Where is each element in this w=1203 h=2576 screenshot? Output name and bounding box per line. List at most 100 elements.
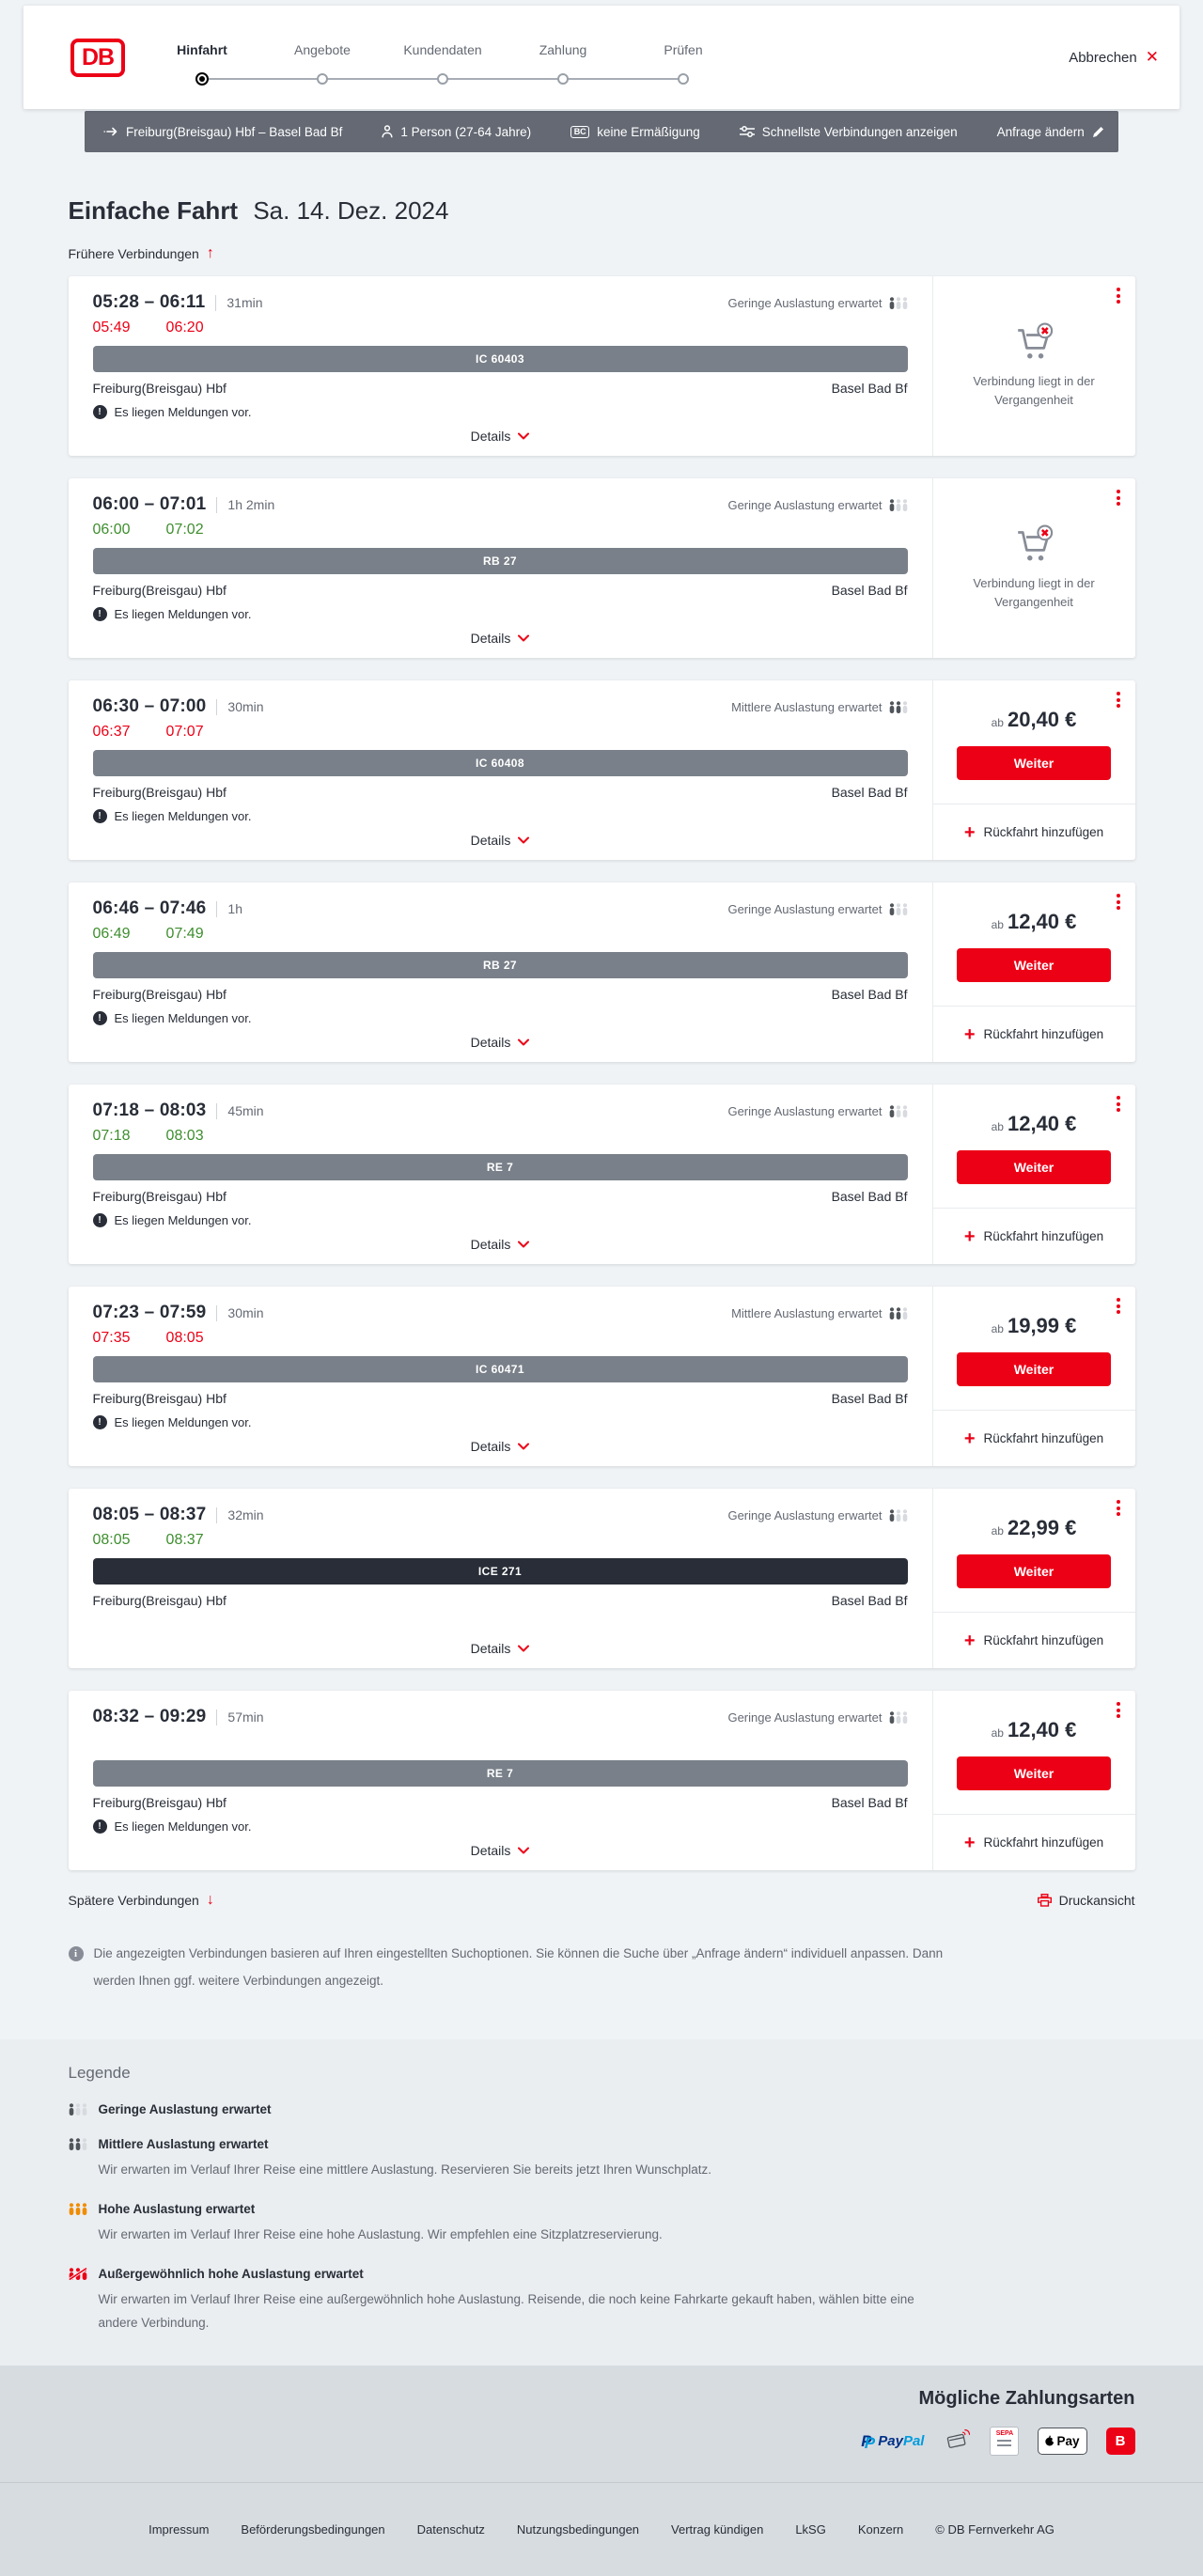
connection-time: 08:32 – 09:29 (92, 1707, 207, 1726)
step-angebote[interactable]: Angebote (262, 30, 383, 86)
continue-button[interactable]: Weiter (957, 1352, 1111, 1386)
details-toggle[interactable]: Details (93, 1834, 908, 1863)
page-footer: Impressum Beförderungsbedingungen Datens… (0, 2481, 1203, 2576)
credit-card-icon (947, 2429, 971, 2449)
departure-station: Freiburg(Breisgau) Hbf (92, 381, 227, 396)
departure-station: Freiburg(Breisgau) Hbf (92, 1795, 227, 1810)
occupancy-indicator: Geringe Auslastung erwartet (727, 1710, 907, 1725)
occupancy-medium-icon (889, 1306, 907, 1319)
kebab-menu-button[interactable] (1114, 288, 1123, 304)
step-zahlung[interactable]: Zahlung (503, 30, 623, 86)
price: ab 12,40 € (991, 1718, 1077, 1741)
payment-title: Mögliche Zahlungsarten (918, 2387, 1135, 2409)
arrival-station: Basel Bad Bf (831, 987, 908, 1002)
message-hint: Es liegen Meldungen vor. (92, 1413, 908, 1430)
sliders-icon (739, 126, 755, 137)
step-kundendaten[interactable]: Kundendaten (383, 30, 503, 86)
connection-time: 07:23 – 07:59 (92, 1303, 207, 1322)
add-return-button[interactable]: Rückfahrt hinzufügen (932, 1410, 1135, 1466)
cancel-button[interactable]: Abbrechen (1069, 48, 1159, 67)
details-toggle[interactable]: Details (93, 1430, 908, 1459)
divider (216, 900, 218, 917)
fastest-connections-toggle[interactable]: Schnellste Verbindungen anzeigen (739, 125, 958, 139)
continue-button[interactable]: Weiter (957, 1756, 1111, 1790)
occupancy-indicator: Mittlere Auslastung erwartet (731, 1306, 907, 1320)
divider (216, 496, 218, 513)
add-return-button[interactable]: Rückfahrt hinzufügen (932, 1208, 1135, 1264)
details-toggle[interactable]: Details (93, 420, 908, 448)
connection-card: 06:00 – 07:01 1h 2min Geringe Auslastung… (68, 478, 1135, 658)
footer-link-lksg[interactable]: LkSG (795, 2521, 826, 2537)
details-toggle[interactable]: Details (93, 1026, 908, 1054)
connection-time: 08:05 – 08:37 (92, 1505, 207, 1524)
pencil-icon (1092, 127, 1103, 137)
chevron-down-icon (518, 1847, 530, 1854)
footer-link-vertrag-kuendigen[interactable]: Vertrag kündigen (671, 2521, 764, 2537)
print-view-button[interactable]: Druckansicht (1037, 1893, 1135, 1908)
add-return-button[interactable]: Rückfahrt hinzufügen (932, 1612, 1135, 1668)
earlier-connections-link[interactable]: Frühere Verbindungen (69, 246, 214, 261)
train-label-bar: IC 60408 (92, 750, 908, 776)
train-label-bar: RE 7 (92, 1154, 908, 1180)
occupancy-low-icon (889, 498, 907, 511)
divider (216, 1304, 218, 1321)
footer-link-befoerderungsbedingungen[interactable]: Beförderungsbedingungen (241, 2521, 385, 2537)
step-hinfahrt[interactable]: Hinfahrt (142, 30, 262, 86)
details-toggle[interactable]: Details (93, 622, 908, 650)
warning-icon (92, 606, 107, 621)
details-toggle[interactable]: Details (93, 1228, 908, 1257)
list-footer-row: Spätere Verbindungen Druckansicht (69, 1893, 1135, 1908)
footer-link-impressum[interactable]: Impressum (148, 2521, 210, 2537)
continue-button[interactable]: Weiter (957, 948, 1111, 982)
kebab-menu-button[interactable] (1114, 692, 1123, 708)
occupancy-low-icon (889, 1710, 907, 1724)
checkout-stepper: Hinfahrt Angebote Kundendaten Zahlung Pr… (142, 30, 743, 86)
warning-icon (92, 808, 107, 823)
price: ab 12,40 € (991, 1112, 1077, 1135)
plus-icon (964, 1834, 976, 1852)
legend-section: Legende Geringe Auslastung erwartet Mitt… (0, 2039, 1203, 2365)
arrow-up-icon (207, 246, 214, 261)
kebab-menu-button[interactable] (1114, 1500, 1123, 1516)
footer-link-datenschutz[interactable]: Datenschutz (416, 2521, 485, 2537)
add-return-button[interactable]: Rückfahrt hinzufügen (932, 1006, 1135, 1062)
add-return-button[interactable]: Rückfahrt hinzufügen (932, 1814, 1135, 1870)
kebab-menu-button[interactable] (1114, 490, 1123, 506)
arrival-station: Basel Bad Bf (831, 1795, 908, 1810)
details-toggle[interactable]: Details (93, 824, 908, 852)
add-return-button[interactable]: Rückfahrt hinzufügen (932, 804, 1135, 860)
occupancy-medium-icon (69, 2138, 86, 2150)
offer-panel: ab 22,99 € Weiter (933, 1489, 1135, 1612)
connection-time: 06:46 – 07:46 (92, 898, 207, 918)
step-pruefen[interactable]: Prüfen (623, 30, 743, 86)
footer-link-konzern[interactable]: Konzern (857, 2521, 904, 2537)
edit-search-button[interactable]: Anfrage ändern (997, 125, 1105, 139)
travel-date: Sa. 14. Dez. 2024 (253, 196, 449, 225)
kebab-menu-button[interactable] (1114, 1096, 1123, 1112)
offer-panel: ab 12,40 € Weiter (933, 1691, 1135, 1814)
price: ab 12,40 € (991, 910, 1077, 933)
continue-button[interactable]: Weiter (957, 1150, 1111, 1184)
kebab-menu-button[interactable] (1114, 1702, 1123, 1718)
realtime-times: 06:00 07:02 (92, 522, 204, 538)
connection-card: 06:46 – 07:46 1h Geringe Auslastung erwa… (68, 882, 1135, 1062)
occupancy-medium-icon (889, 700, 907, 713)
train-label-bar: RB 27 (92, 548, 908, 574)
warning-icon (92, 1819, 107, 1834)
footer-link-nutzungsbedingungen[interactable]: Nutzungsbedingungen (516, 2521, 640, 2537)
continue-button[interactable]: Weiter (957, 746, 1111, 780)
connection-card: 05:28 – 06:11 31min Geringe Auslastung e… (68, 276, 1135, 456)
legend-item-exceptional: Außergewöhnlich hohe Auslastung erwartet… (68, 2266, 1135, 2335)
arrival-station: Basel Bad Bf (831, 1593, 908, 1608)
kebab-menu-button[interactable] (1114, 894, 1123, 910)
later-connections-link[interactable]: Spätere Verbindungen (69, 1893, 214, 1908)
continue-button[interactable]: Weiter (957, 1554, 1111, 1588)
kebab-menu-button[interactable] (1114, 1298, 1123, 1314)
step-dot (557, 72, 569, 85)
message-hint: Es liegen Meldungen vor. (92, 807, 908, 824)
price: ab 19,99 € (991, 1314, 1077, 1337)
details-toggle[interactable]: Details (93, 1632, 908, 1661)
